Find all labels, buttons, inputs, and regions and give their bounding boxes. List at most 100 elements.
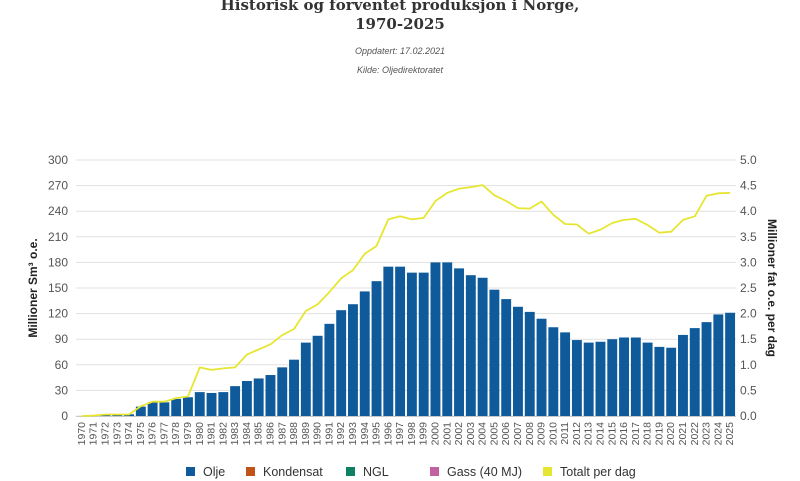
x-tick-label: 1973 — [111, 422, 123, 446]
x-tick-label: 2015 — [606, 422, 618, 446]
x-tick-label: 2005 — [488, 422, 500, 446]
bar-olje — [360, 291, 370, 416]
legend-swatch — [430, 467, 439, 476]
bar-olje — [289, 360, 299, 416]
x-tick-label: 2000 — [429, 422, 441, 446]
x-tick-label: 2006 — [500, 422, 512, 446]
production-chart: 03060901201501802102402703000.00.51.01.5… — [0, 0, 800, 462]
x-tick-label: 2016 — [618, 422, 630, 446]
legend-item[interactable]: Olje — [186, 465, 225, 481]
x-tick-label: 1986 — [264, 422, 276, 446]
x-tick-label: 2019 — [653, 422, 665, 446]
legend-label: Kondensat — [263, 465, 323, 479]
x-tick-label: 1982 — [217, 422, 229, 446]
bar-olje — [537, 319, 547, 416]
bar-olje — [207, 393, 217, 416]
legend-item[interactable]: NGL — [346, 465, 389, 481]
x-tick-label: 1975 — [135, 422, 147, 446]
y2-axis-label: Millioner fat o.e. per dag — [765, 219, 779, 357]
bar-olje — [713, 314, 723, 416]
bar-olje — [513, 307, 523, 416]
x-tick-label: 1989 — [300, 422, 312, 446]
x-tick-label: 2010 — [547, 422, 559, 446]
y-tick-label: 210 — [48, 230, 68, 244]
bar-olje — [442, 262, 452, 416]
bar-olje — [666, 348, 676, 416]
x-tick-label: 1993 — [347, 422, 359, 446]
bar-olje — [195, 392, 205, 416]
legend: Olje Kondensat NGL Gass (40 MJ) Totalt per d… — [0, 463, 800, 480]
x-tick-label: 1995 — [371, 422, 383, 446]
y2-tick-label: 0.0 — [740, 409, 757, 423]
bar-olje — [324, 324, 334, 416]
bar-olje — [572, 340, 582, 416]
bar-olje — [702, 322, 712, 416]
x-tick-label: 2022 — [689, 422, 701, 446]
bar-olje — [431, 262, 441, 416]
bar-olje — [654, 347, 664, 416]
bar-olje — [725, 313, 735, 416]
bar-olje — [596, 342, 606, 416]
x-tick-label: 2002 — [453, 422, 465, 446]
x-tick-label: 1992 — [335, 422, 347, 446]
x-tick-label: 1981 — [206, 422, 218, 446]
bar-olje — [631, 337, 641, 416]
x-tick-label: 1997 — [394, 422, 406, 446]
x-tick-label: 2014 — [594, 422, 606, 446]
legend-label: Totalt per dag — [560, 465, 636, 479]
y-tick-label: 90 — [55, 332, 69, 346]
x-tick-label: 1971 — [88, 422, 100, 446]
bar-olje — [584, 343, 594, 416]
legend-swatch — [186, 467, 195, 476]
legend-label: Gass (40 MJ) — [447, 465, 522, 479]
bar-olje — [454, 268, 464, 416]
bar-olje — [230, 386, 240, 416]
x-tick-label: 1974 — [123, 422, 135, 446]
y-tick-label: 150 — [48, 281, 68, 295]
legend-swatch — [543, 467, 552, 476]
x-tick-label: 1991 — [323, 422, 335, 446]
bar-olje — [619, 337, 629, 416]
legend-item[interactable]: Kondensat — [246, 465, 323, 481]
y2-tick-label: 1.5 — [740, 332, 757, 346]
x-tick-label: 1984 — [241, 422, 253, 446]
legend-item[interactable]: Gass (40 MJ) — [430, 465, 522, 481]
x-tick-label: 1985 — [253, 422, 265, 446]
x-tick-label: 2001 — [441, 422, 453, 446]
y2-tick-label: 5.0 — [740, 153, 757, 167]
x-tick-label: 1988 — [288, 422, 300, 446]
legend-swatch — [346, 467, 355, 476]
x-tick-label: 1977 — [158, 422, 170, 446]
bar-olje — [501, 299, 511, 416]
y-tick-label: 60 — [55, 358, 69, 372]
bar-olje — [301, 343, 311, 416]
x-tick-label: 1996 — [382, 422, 394, 446]
legend-label: Olje — [203, 465, 225, 479]
bar-olje — [313, 336, 323, 416]
bar-olje — [407, 273, 417, 416]
x-tick-label: 2012 — [571, 422, 583, 446]
y-tick-label: 180 — [48, 255, 68, 269]
y2-tick-label: 4.0 — [740, 204, 757, 218]
legend-swatch — [246, 467, 255, 476]
bar-olje — [148, 402, 158, 416]
x-tick-label: 2020 — [665, 422, 677, 446]
x-tick-label: 2024 — [712, 422, 724, 446]
x-tick-label: 2013 — [583, 422, 595, 446]
legend-item[interactable]: Totalt per dag — [543, 465, 636, 481]
x-tick-label: 1999 — [418, 422, 430, 446]
bar-olje — [489, 290, 499, 416]
y2-tick-label: 1.0 — [740, 358, 757, 372]
y-tick-label: 240 — [48, 204, 68, 218]
y-axis-label: Millioner Sm³ o.e. — [26, 238, 40, 337]
bar-olje — [560, 332, 570, 416]
bar-olje — [277, 367, 287, 416]
x-tick-label: 2008 — [524, 422, 536, 446]
x-tick-label: 1970 — [76, 422, 88, 446]
bar-olje — [525, 312, 535, 416]
y-tick-label: 300 — [48, 153, 68, 167]
y2-tick-label: 0.5 — [740, 383, 757, 397]
y-tick-label: 0 — [61, 409, 68, 423]
legend-label: NGL — [363, 465, 389, 479]
x-tick-label: 1987 — [276, 422, 288, 446]
